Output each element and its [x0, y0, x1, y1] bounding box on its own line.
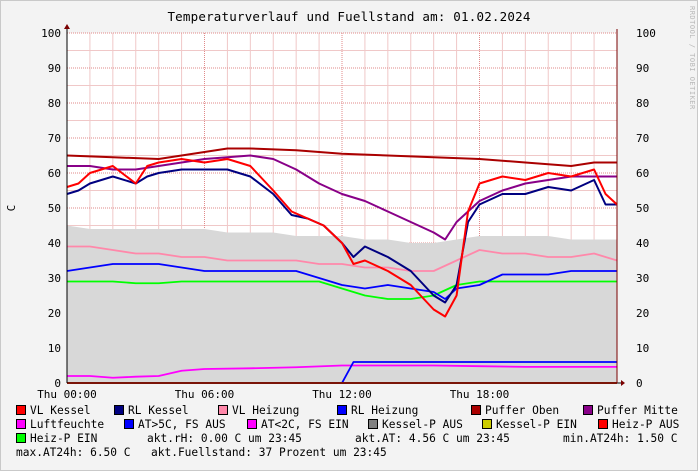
legend-item-kessel-p-ein: Kessel-P EIN	[482, 418, 577, 432]
series-line-vl-heizung	[67, 245, 618, 272]
series-area-kessel-p-aus	[67, 225, 617, 383]
y-tick-label-left: 60	[48, 167, 61, 180]
x-tick-label: Thu 00:00	[37, 388, 97, 400]
legend-swatch	[482, 419, 492, 429]
x-axis-arrow	[621, 380, 625, 386]
legend-swatch	[124, 419, 134, 429]
legend-label: Kessel-P AUS	[382, 418, 463, 431]
series-line-vl-kessel	[66, 158, 618, 318]
legend-label: RL Kessel	[128, 404, 189, 417]
legend-label: Puffer Oben	[485, 404, 560, 417]
y-tick-label-left: 30	[48, 272, 61, 285]
y-tick-label-left: 10	[48, 342, 61, 355]
legend-label: VL Kessel	[30, 404, 91, 417]
x-tick-label: Thu 06:00	[175, 388, 235, 400]
y-tick-label-right: 80	[636, 97, 649, 110]
y-tick-label-left: 50	[48, 202, 61, 215]
stat-fill-level: akt.Fuellstand: 37 Prozent um 23:45	[151, 446, 387, 459]
y-tick-label-left: 70	[48, 132, 61, 145]
legend-item-at-lt-2c: AT<2C, FS EIN	[247, 418, 349, 432]
legend-swatch	[368, 419, 378, 429]
legend-swatch	[114, 405, 124, 415]
y-tick-label-right: 60	[636, 167, 649, 180]
legend-item-puffer-oben: Puffer Oben	[471, 404, 559, 418]
legend-item-at-gt-5c: AT>5C, FS AUS	[124, 418, 226, 432]
stat-current-outdoor-temp: akt.AT: 4.56 C um 23:45	[355, 432, 510, 445]
y-tick-label-right: 70	[636, 132, 649, 145]
legend-label: Kessel-P EIN	[496, 418, 577, 431]
x-tick-label: Thu 12:00	[312, 388, 372, 400]
y-tick-label-left: 80	[48, 97, 61, 110]
y-tick-label-left: 20	[48, 307, 61, 320]
legend-label: Heiz-P AUS	[612, 418, 680, 431]
series-line-rl-heizung	[66, 263, 617, 300]
legend-swatch	[337, 405, 347, 415]
series-line-heiz-p-ein	[67, 280, 617, 300]
legend-item-heiz-p-aus: Heiz-P AUS	[598, 418, 679, 432]
legend-swatch	[16, 419, 26, 429]
stat-min-outdoor-temp: min.AT24h: 1.50 C	[563, 432, 678, 445]
y-tick-label-right: 10	[636, 342, 649, 355]
legend-label: RL Heizung	[351, 404, 419, 417]
legend-label: Heiz-P EIN	[30, 432, 98, 445]
legend-swatch	[583, 405, 593, 415]
legend-swatch	[16, 433, 26, 443]
y-axis-label: C	[5, 205, 18, 212]
legend-swatch	[16, 405, 26, 415]
legend-label: VL Heizung	[232, 404, 300, 417]
x-tick-label: Thu 18:00	[450, 388, 510, 400]
legend-item-vl-kessel: VL Kessel	[16, 404, 91, 418]
legend-swatch	[218, 405, 228, 415]
legend-swatch	[471, 405, 481, 415]
y-tick-label-left: 0	[54, 377, 61, 390]
legend-item-heiz-p-ein: Heiz-P EIN	[16, 432, 97, 446]
y-tick-label-left: 100	[41, 27, 61, 40]
y-tick-label-left: 90	[48, 62, 61, 75]
y-tick-label-right: 0	[636, 377, 643, 390]
legend-swatch	[247, 419, 257, 429]
legend-item-vl-heizung: VL Heizung	[218, 404, 299, 418]
series-line-puffer-oben	[66, 147, 617, 167]
y-tick-label-right: 50	[636, 202, 649, 215]
y-tick-label-right: 100	[636, 27, 656, 40]
legend-label: Puffer Mitte	[597, 404, 678, 417]
chart-canvas: 0 0 10 10 20 20 30 30 40 40 50 50 60 60 70 70 80 80 90 90 10…	[5, 24, 656, 400]
y-tick-label-right: 30	[636, 272, 649, 285]
legend-label: AT<2C, FS EIN	[261, 418, 349, 431]
series-line-luftfeuchte	[67, 364, 617, 379]
chart-title: Temperaturverlauf und Fuellstand am: 01.…	[167, 9, 531, 24]
legend-item-rl-heizung: RL Heizung	[337, 404, 418, 418]
y-tick-label-left: 40	[48, 237, 61, 250]
y-axis-arrow	[64, 24, 70, 29]
legend-item-puffer-mitte: Puffer Mitte	[583, 404, 678, 418]
stat-max-outdoor-temp: max.AT24h: 6.50 C	[16, 446, 131, 459]
series-line-rl-kessel	[66, 168, 617, 304]
legend-label: Luftfeuchte	[30, 418, 105, 431]
legend-item-luftfeuchte: Luftfeuchte	[16, 418, 104, 432]
legend-swatch	[598, 419, 608, 429]
y-tick-label-right: 90	[636, 62, 649, 75]
legend-label: AT>5C, FS AUS	[138, 418, 226, 431]
y-tick-label-right: 40	[636, 237, 649, 250]
y-tick-label-right: 20	[636, 307, 649, 320]
series-line-puffer-mitte	[67, 154, 617, 241]
watermark: RRDTOOL / TOBI OETIKER	[688, 6, 696, 110]
stat-current-rh: akt.rH: 0.00 C um 23:45	[147, 432, 302, 445]
legend-item-rl-kessel: RL Kessel	[114, 404, 189, 418]
legend-item-kessel-p-aus: Kessel-P AUS	[368, 418, 463, 432]
